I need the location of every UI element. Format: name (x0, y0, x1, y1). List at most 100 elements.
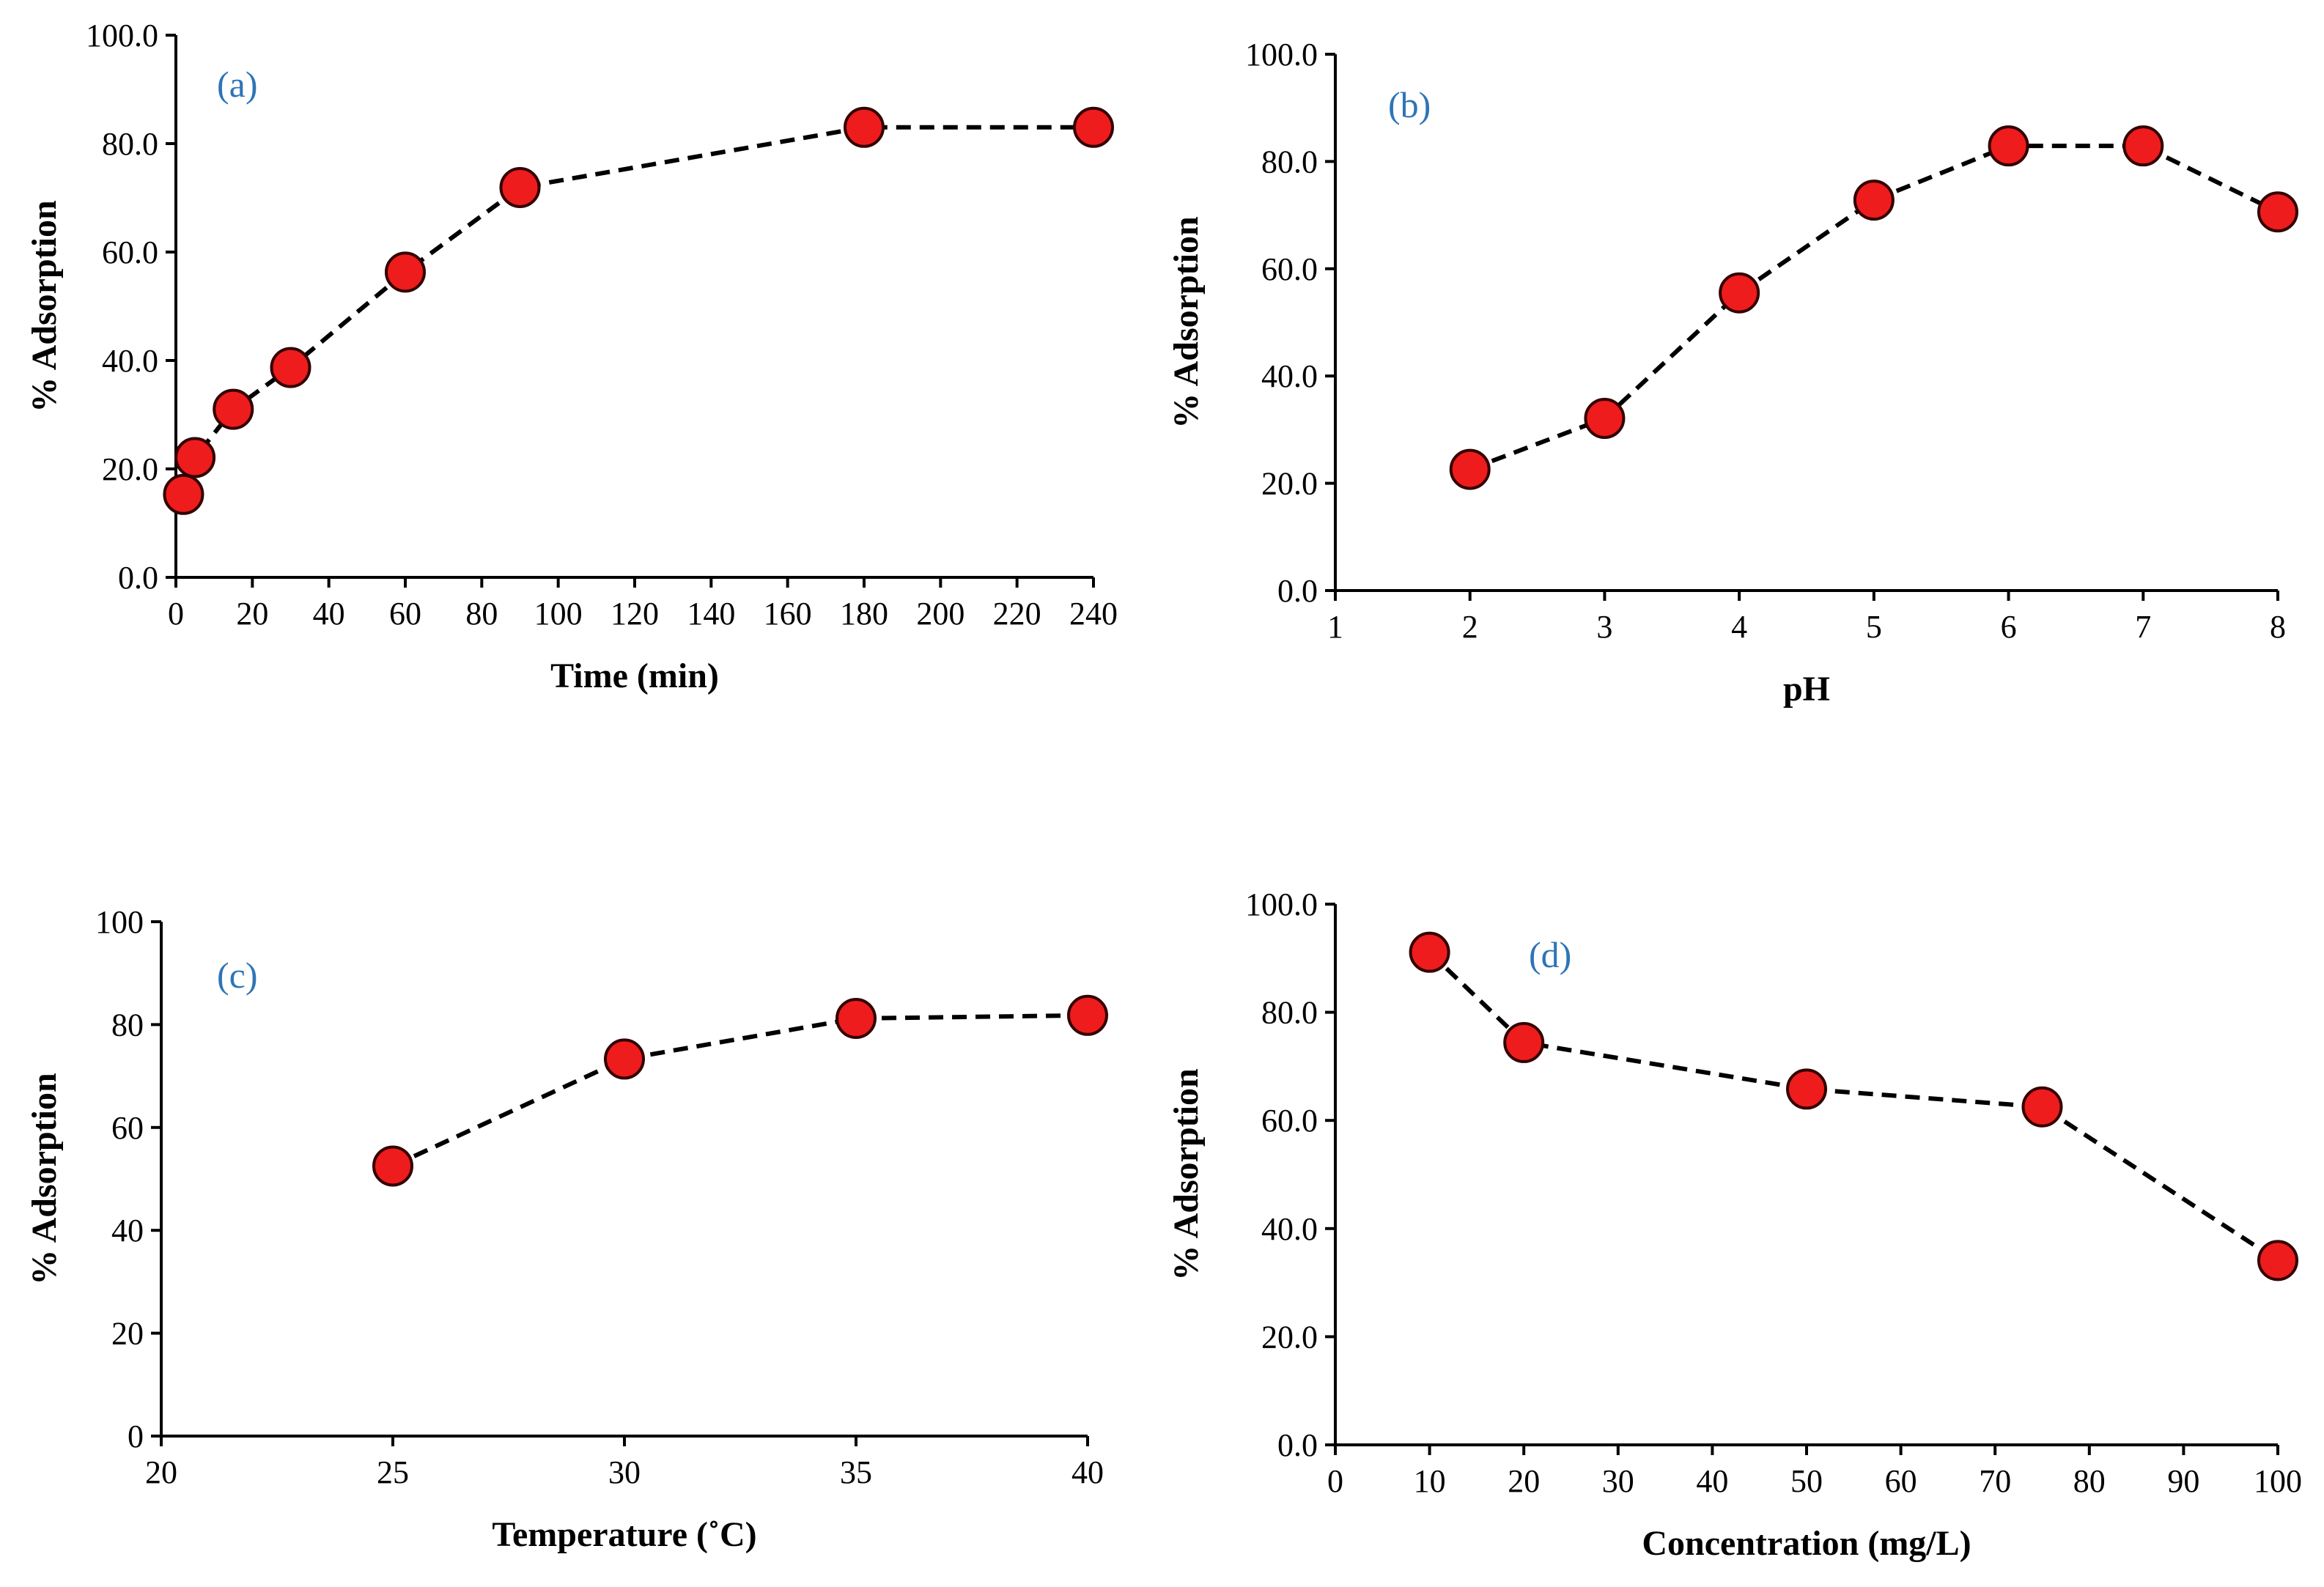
data-point (1584, 398, 1626, 440)
x-tick-label: 25 (377, 1454, 409, 1490)
y-tick-label: 100.0 (86, 18, 158, 53)
data-point (1719, 272, 1760, 314)
y-tick-label: 0.0 (1277, 1427, 1318, 1463)
data-point (1073, 106, 1114, 148)
data-point (2122, 125, 2164, 167)
x-tick-label: 40 (1696, 1463, 1728, 1499)
y-tick-label: 80.0 (1261, 144, 1318, 180)
panel-label: (c) (217, 955, 258, 996)
x-tick-label: 40 (1071, 1454, 1104, 1490)
data-point (1067, 994, 1108, 1036)
y-tick-label: 40.0 (102, 343, 158, 379)
y-tick-label: 20.0 (102, 451, 158, 487)
x-tick-label: 220 (993, 596, 1041, 632)
x-tick-label: 30 (1602, 1463, 1634, 1499)
x-tick-label: 0 (1327, 1463, 1343, 1499)
chart-panel-b: 0.0 20.0 40.0 60.0 80.0 100.0 1 2 3 4 5 6 7 8 pH % Adso… (1167, 37, 2298, 709)
y-tick-label: 0.0 (1277, 573, 1318, 609)
x-tick-label: 40 (313, 596, 345, 632)
data-point (2021, 1086, 2063, 1128)
y-tick-label: 80.0 (102, 126, 158, 162)
data-point (213, 388, 254, 430)
x-tick-label: 100 (2254, 1463, 2302, 1499)
x-tick-label: 20 (1508, 1463, 1540, 1499)
x-tick-label: 0 (168, 596, 184, 632)
chart-panel-a: 0.0 20.0 40.0 60.0 80.0 100.0 0 20 40 60 80 100 120 1… (25, 18, 1118, 695)
x-tick-label: 20 (145, 1454, 177, 1490)
x-tick-label: 50 (1790, 1463, 1823, 1499)
data-point (372, 1145, 413, 1187)
y-axis-title: % Adsorption (25, 1073, 64, 1284)
x-tick-label: 1 (1327, 609, 1343, 645)
chart-panel-d: 0.0 20.0 40.0 60.0 80.0 100.0 0 10 20 30 40 50 60 70 8… (1167, 887, 2302, 1563)
y-axis-title: % Adsorption (1167, 216, 1206, 428)
series-line (181, 125, 1093, 495)
y-tick-label: 60.0 (102, 234, 158, 270)
y-tick-label: 60.0 (1261, 251, 1318, 287)
data-point (2257, 1240, 2298, 1281)
y-tick-label: 20 (111, 1316, 144, 1352)
x-tick-label: 70 (1979, 1463, 2011, 1499)
data-point (1449, 448, 1491, 490)
data-point (270, 347, 311, 388)
panel-label: (d) (1529, 934, 1571, 975)
x-tick-label: 60 (1885, 1463, 1917, 1499)
series-line (1428, 950, 2279, 1262)
y-tick-label: 0.0 (118, 560, 158, 596)
series-line (391, 1013, 1088, 1169)
panel-label: (b) (1388, 84, 1431, 125)
x-tick-label: 4 (1731, 609, 1747, 645)
x-tick-label: 3 (1596, 609, 1612, 645)
data-point (1988, 125, 2029, 167)
panel-label: (a) (217, 64, 258, 105)
x-tick-label: 100 (534, 596, 583, 632)
data-point (1786, 1068, 1827, 1110)
x-tick-label: 200 (916, 596, 964, 632)
x-tick-label: 20 (236, 596, 268, 632)
x-axis-title: Concentration (mg/L) (1642, 1524, 1971, 1563)
y-tick-label: 40 (111, 1213, 144, 1248)
x-axis-title: Temperature (˚C) (492, 1515, 756, 1554)
data-point (835, 997, 877, 1039)
x-axis-title: pH (1783, 670, 1830, 709)
data-point (163, 473, 204, 515)
x-tick-label: 5 (1866, 609, 1882, 645)
x-tick-label: 35 (840, 1454, 872, 1490)
data-point (1853, 180, 1895, 221)
y-tick-label: 20.0 (1261, 1319, 1318, 1355)
x-axis-title: Time (min) (550, 656, 719, 695)
x-tick-label: 8 (2270, 609, 2286, 645)
y-axis-title: % Adsorption (1167, 1068, 1206, 1280)
x-tick-label: 140 (687, 596, 735, 632)
x-tick-label: 90 (2167, 1463, 2199, 1499)
x-tick-label: 6 (2001, 609, 2017, 645)
x-tick-label: 180 (840, 596, 888, 632)
y-tick-label: 100 (95, 904, 144, 940)
data-point (1409, 931, 1450, 973)
y-tick-label: 40.0 (1261, 1211, 1318, 1247)
x-tick-label: 120 (610, 596, 659, 632)
x-tick-label: 30 (608, 1454, 641, 1490)
y-axis-title: % Adsorption (25, 200, 64, 412)
x-tick-label: 2 (1462, 609, 1478, 645)
data-point (385, 251, 426, 293)
data-point (2257, 191, 2298, 233)
y-tick-label: 0 (128, 1418, 144, 1454)
data-point (844, 106, 885, 148)
y-tick-label: 20.0 (1261, 466, 1318, 502)
x-tick-label: 80 (2073, 1463, 2106, 1499)
data-point (604, 1038, 645, 1080)
data-point (499, 166, 541, 208)
x-tick-label: 60 (389, 596, 421, 632)
x-tick-label: 160 (764, 596, 812, 632)
y-tick-label: 100.0 (1245, 887, 1318, 922)
y-tick-label: 80 (111, 1007, 144, 1043)
y-tick-label: 40.0 (1261, 358, 1318, 394)
x-tick-label: 10 (1414, 1463, 1446, 1499)
x-tick-label: 7 (2135, 609, 2151, 645)
data-point (1503, 1021, 1545, 1063)
y-tick-label: 80.0 (1261, 995, 1318, 1031)
x-tick-label: 240 (1069, 596, 1118, 632)
